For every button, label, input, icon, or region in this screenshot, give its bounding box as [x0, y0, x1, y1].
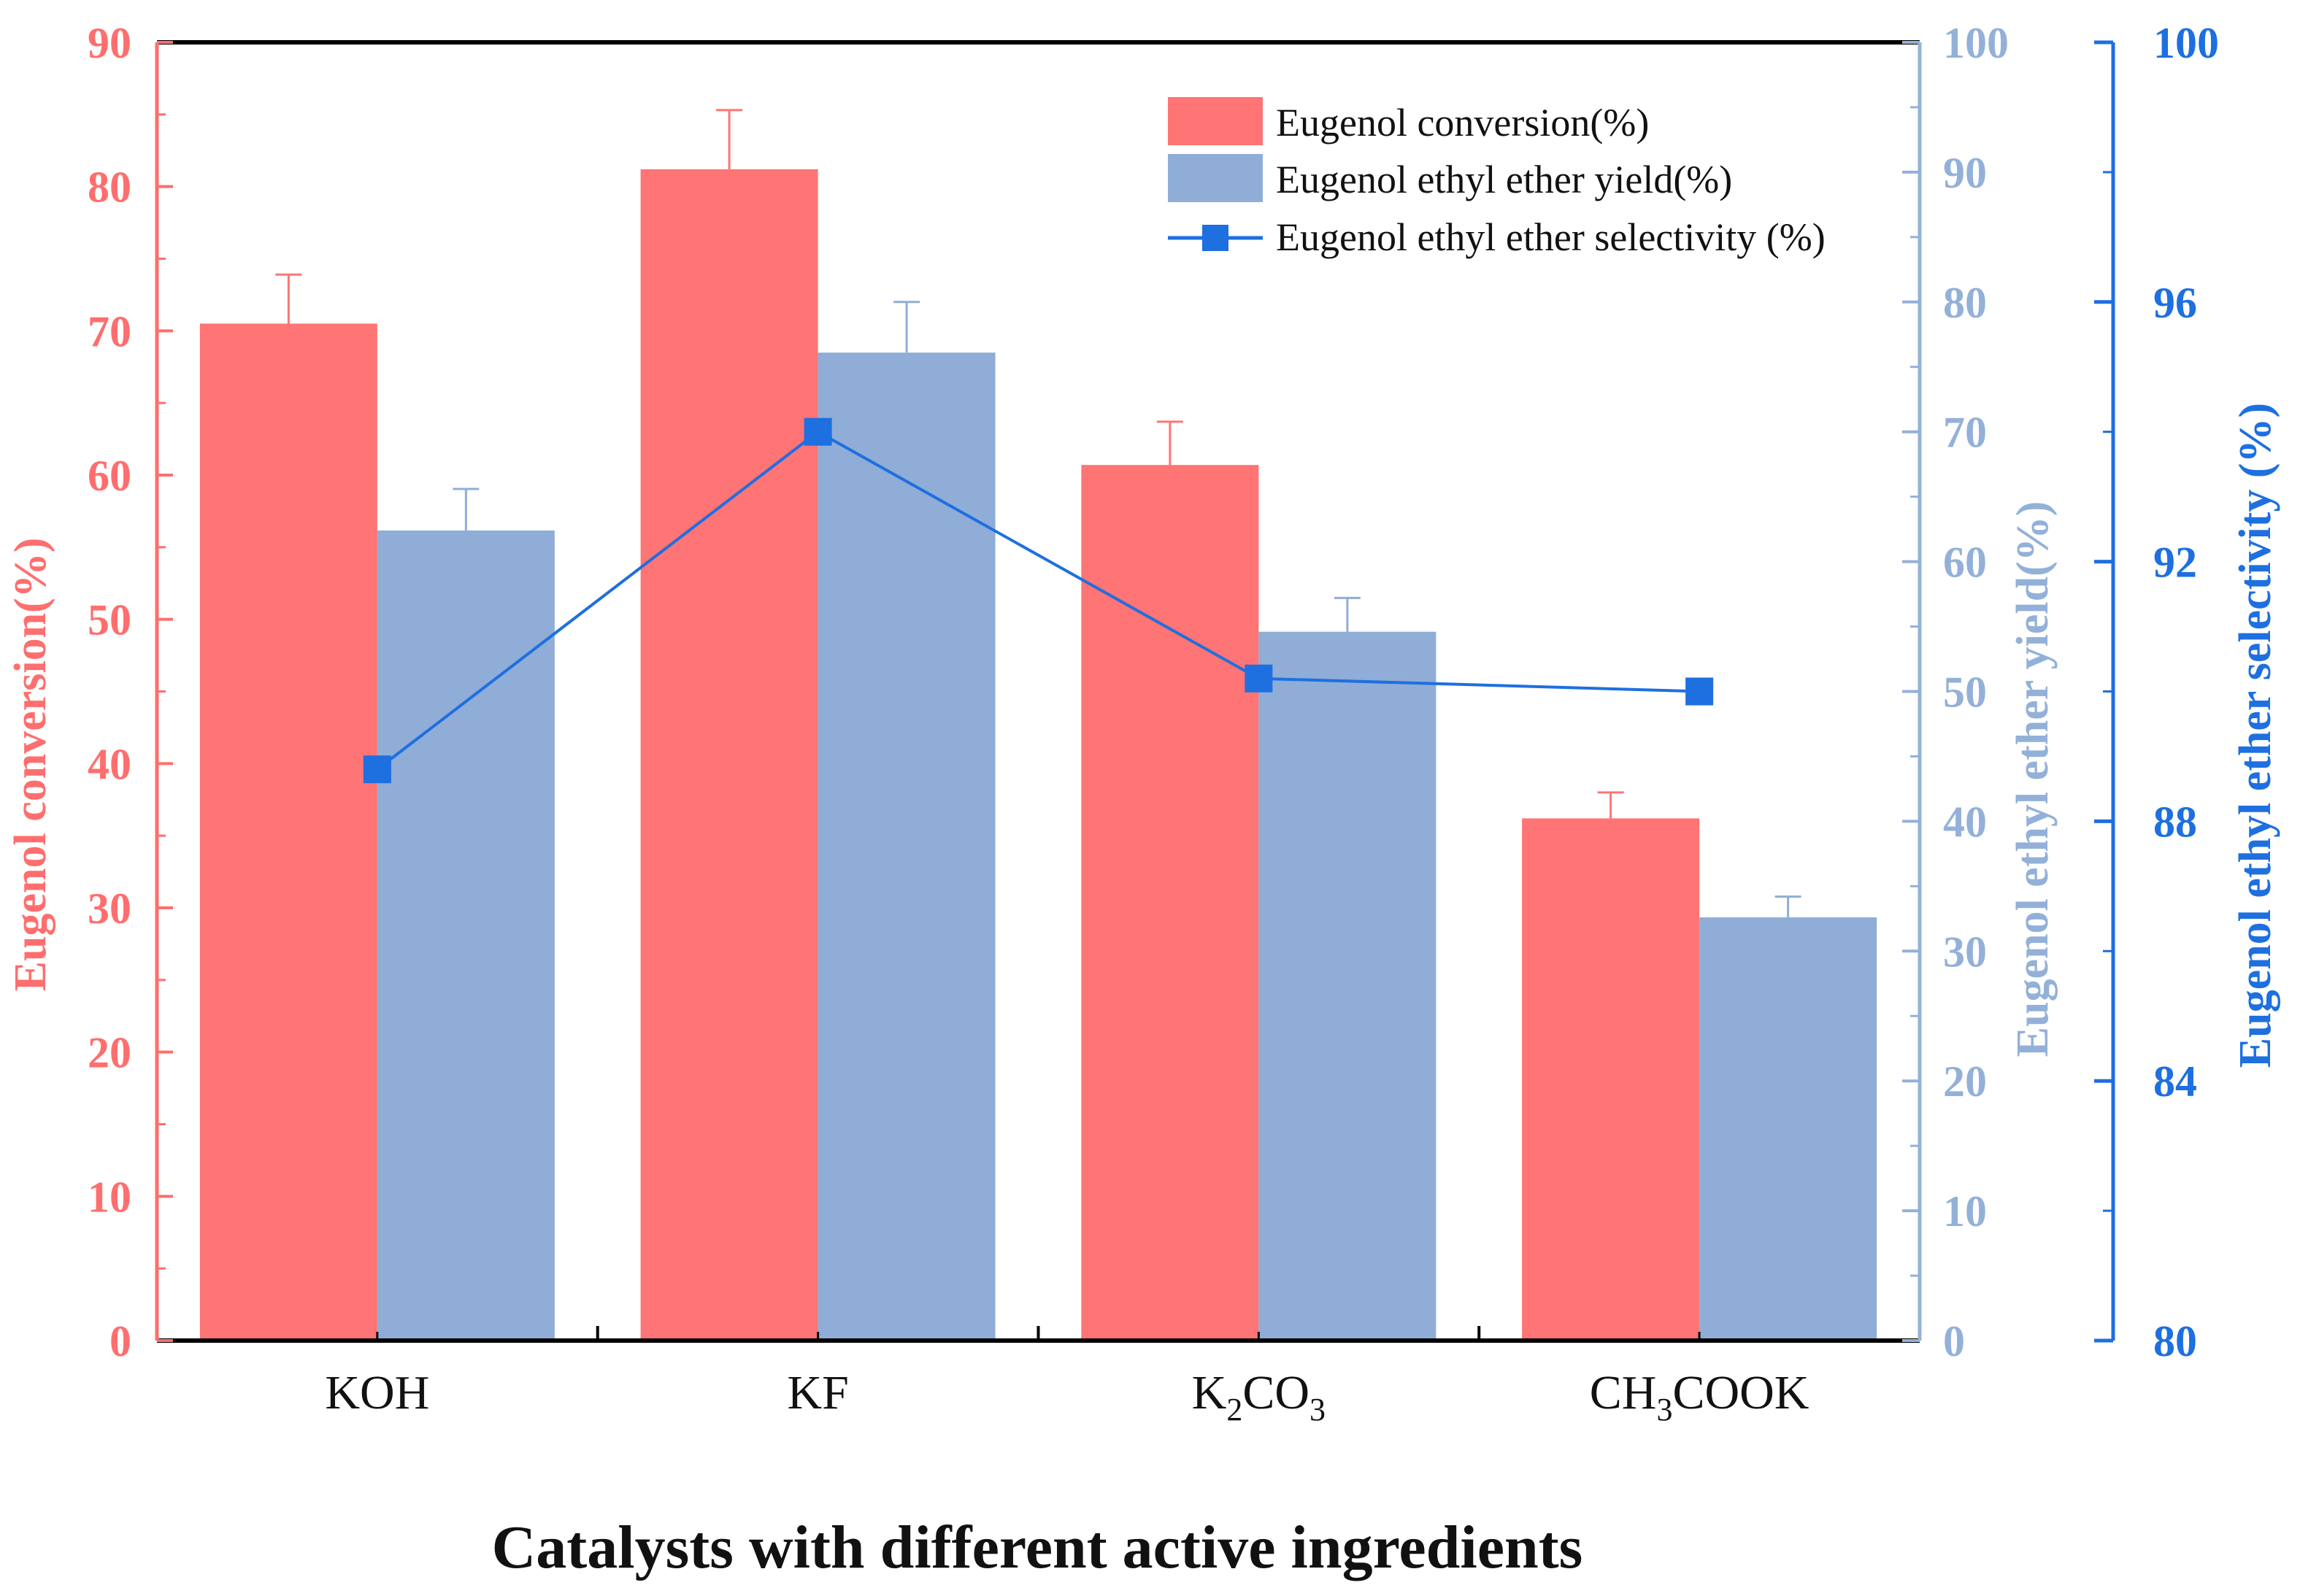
category-label-part: CH: [1590, 1366, 1657, 1419]
legend-swatch-yield: [1168, 154, 1263, 202]
selectivity-marker-1: [804, 417, 832, 446]
category-label-part: KF: [787, 1366, 848, 1419]
bar-conversion-3: [1522, 818, 1700, 1341]
left-tick-label-1: 10: [88, 1173, 131, 1221]
left-tick-label-6: 60: [88, 452, 131, 500]
category-label-part: 3: [1309, 1392, 1326, 1427]
category-label-2: K2CO3: [1192, 1366, 1326, 1427]
selectivity-marker-2: [1245, 664, 1273, 693]
left-tick-label-0: 0: [109, 1317, 131, 1365]
selectivity-line-layer: [363, 417, 1714, 784]
category-label-part: COOK: [1672, 1366, 1809, 1419]
bars-layer: [199, 169, 1877, 1341]
yield-tick-label-8: 80: [1943, 279, 1987, 327]
bar-conversion-2: [1081, 465, 1259, 1341]
category-label-3: CH3COOK: [1590, 1366, 1809, 1427]
yield-tick-label-7: 70: [1943, 409, 1987, 457]
legend-label-yield: Eugenol ethyl ether yield(%): [1276, 158, 1732, 201]
bar-yield-1: [818, 352, 996, 1341]
selectivity-marker-0: [363, 755, 391, 784]
selectivity-tick-label-2: 88: [2153, 798, 2197, 846]
legend-swatch-conversion: [1168, 97, 1263, 145]
category-label-1: KF: [787, 1366, 848, 1419]
legend-label-conversion: Eugenol conversion(%): [1276, 101, 1649, 144]
yield-axis-title: Eugenol ethyl ether yield(%): [2008, 501, 2058, 1057]
left-tick-label-9: 90: [88, 19, 131, 67]
category-label-part: 2: [1226, 1392, 1242, 1427]
bar-yield-0: [377, 530, 555, 1341]
category-label-0: KOH: [325, 1366, 429, 1419]
left-tick-label-5: 50: [88, 596, 131, 644]
yield-tick-label-10: 100: [1943, 19, 2009, 67]
left-tick-label-4: 40: [88, 740, 131, 788]
yield-tick-label-1: 10: [1943, 1187, 1987, 1235]
yield-tick-label-2: 20: [1943, 1057, 1987, 1106]
error-bars-layer: [275, 109, 1801, 918]
bar-yield-2: [1258, 631, 1436, 1341]
legend-marker-selectivity: [1202, 225, 1228, 251]
yield-tick-label-3: 30: [1943, 928, 1987, 976]
left-axis-title: Eugenol conversion(%): [6, 538, 55, 992]
yield-tick-label-5: 50: [1943, 668, 1987, 717]
category-label-part: CO: [1242, 1366, 1309, 1419]
category-label-part: 3: [1656, 1392, 1672, 1427]
left-tick-label-3: 30: [88, 884, 131, 933]
selectivity-axis-title: Eugenol ethyl ether selectivity (%): [2231, 403, 2280, 1068]
selectivity-line: [376, 430, 1700, 771]
selectivity-tick-label-4: 96: [2153, 279, 2197, 327]
yield-tick-label-0: 0: [1943, 1317, 1965, 1365]
selectivity-tick-label-0: 80: [2153, 1317, 2197, 1365]
bar-conversion-0: [199, 323, 377, 1341]
axes-layer: [155, 40, 2115, 1343]
bar-conversion-1: [640, 169, 818, 1341]
left-tick-label-7: 70: [88, 307, 131, 355]
selectivity-tick-label-1: 84: [2153, 1057, 2197, 1106]
left-tick-label-2: 20: [88, 1029, 131, 1077]
legend-label-selectivity: Eugenol ethyl ether selectivity (%): [1276, 215, 1826, 259]
yield-tick-label-4: 40: [1943, 798, 1987, 846]
yield-tick-label-9: 90: [1943, 149, 1987, 197]
bar-yield-3: [1699, 917, 1877, 1341]
category-label-part: K: [1192, 1366, 1227, 1419]
selectivity-tick-label-3: 92: [2153, 539, 2197, 587]
yield-tick-label-6: 60: [1943, 539, 1987, 587]
selectivity-tick-label-5: 100: [2153, 19, 2219, 67]
x-axis-title: Catalysts with different active ingredie…: [492, 1514, 1583, 1581]
selectivity-marker-3: [1685, 677, 1714, 706]
legend: Eugenol conversion(%) Eugenol ethyl ethe…: [1168, 97, 1826, 259]
left-tick-label-8: 80: [88, 163, 131, 212]
category-label-part: KOH: [325, 1366, 429, 1419]
